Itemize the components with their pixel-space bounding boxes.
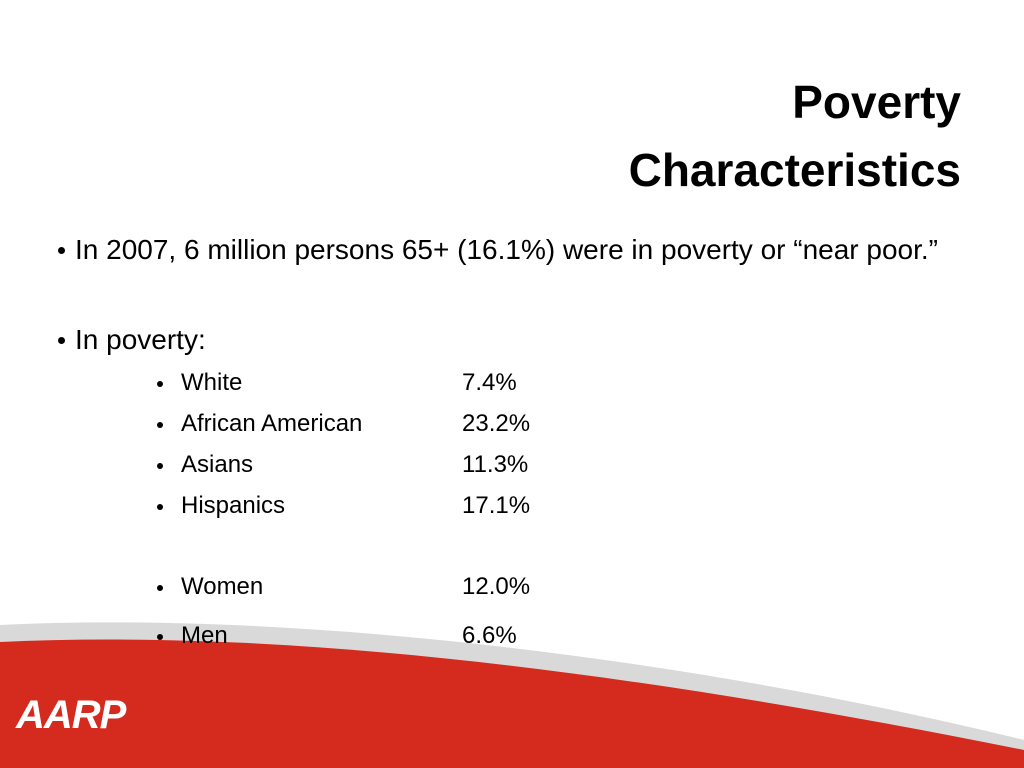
slide-title: Poverty Characteristics [629, 68, 961, 204]
bullet-dot [157, 422, 163, 428]
item-label: Men [181, 622, 228, 649]
bullet-dot [58, 247, 65, 254]
item-label: Women [181, 573, 264, 600]
item-label: African American [181, 410, 363, 437]
title-line: Characteristics [628, 144, 961, 196]
red-band [0, 639, 1024, 768]
title-line: Poverty [792, 76, 961, 128]
item-value: 23.2% [462, 410, 531, 437]
item-value: 11.3% [462, 451, 529, 478]
item-label: White [181, 369, 243, 396]
bullet-dot [157, 634, 163, 640]
bullet-text: In poverty: [75, 324, 206, 355]
bullet-dot [157, 504, 163, 510]
item-value: 17.1% [462, 492, 531, 519]
bullet-dot [157, 381, 163, 387]
item-value: 12.0% [462, 573, 531, 600]
item-label: Asians [181, 451, 254, 478]
bullet-dot [157, 463, 163, 469]
item-value: 6.6% [462, 622, 517, 649]
bullet-dot [58, 337, 65, 344]
logo: AARP [16, 693, 126, 737]
bullet: In poverty: [58, 319, 975, 361]
item-value: 7.4% [462, 369, 517, 396]
footer-swoosh [0, 622, 1024, 768]
bullet-text: In 2007, 6 million persons 65+ (16.1%) w… [75, 234, 939, 265]
bullet-dot [157, 585, 163, 591]
item-label: Hispanics [181, 492, 286, 519]
bullet: In 2007, 6 million persons 65+ (16.1%) w… [58, 229, 975, 271]
